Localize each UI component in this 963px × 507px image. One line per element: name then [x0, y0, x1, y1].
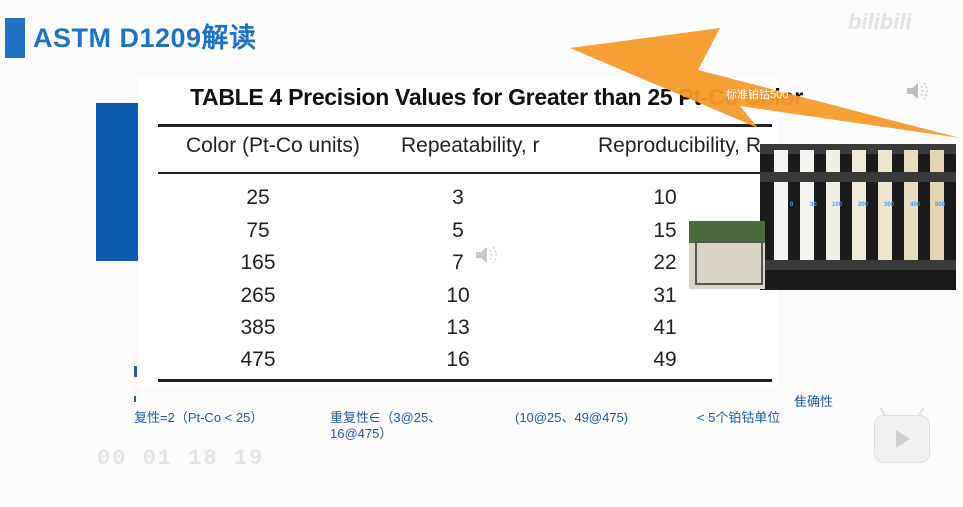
color-standard-tubes-photo: 0 30 100 200 300 400 500: [760, 144, 956, 290]
table-cell: 49: [653, 348, 677, 371]
note-reproducibility-range: (10@25、49@475): [515, 410, 629, 425]
title-accent-bar: [5, 18, 25, 58]
table-cell: 5: [452, 219, 464, 242]
tube-label: 500: [935, 202, 946, 208]
table-cell: 385: [240, 316, 276, 339]
tube-label: 30: [810, 202, 817, 208]
table-cell: 165: [240, 251, 276, 274]
table-rule-mid: [158, 172, 772, 174]
arrow-annotation-label: 标准铂钴500: [726, 89, 789, 101]
video-timestamp: 00 01 18 19: [97, 446, 265, 471]
note-repeatability-low: 复性=2（Pt-Co < 25）: [134, 410, 264, 425]
precision-table: TABLE 4 Precision Values for Greater tha…: [138, 78, 803, 386]
table-cell: 10: [653, 186, 677, 209]
bullet-mark: [134, 396, 136, 402]
note-accuracy: < 5个铂钴单位: [697, 410, 781, 425]
table-cell: 10: [446, 284, 470, 307]
tube-label: 300: [884, 202, 895, 208]
annotation-arrow: [570, 28, 960, 138]
header-repeatability: Repeatability, r: [401, 134, 540, 157]
note-repeatability-range: 重复性∈（3@25、16@475）: [330, 410, 442, 441]
slide-title: ASTM D1209解读: [33, 23, 257, 53]
play-button[interactable]: [874, 415, 930, 463]
speaker-icon[interactable]: [905, 80, 929, 107]
bullet-mark: [134, 366, 137, 377]
table-cell: 3: [452, 186, 464, 209]
note-accuracy-label: 隹确性: [794, 394, 834, 409]
table-cell: 22: [653, 251, 677, 274]
header-color: Color (Pt-Co units): [186, 134, 360, 157]
table-cell: 25: [246, 186, 270, 209]
table-rule-top: [158, 124, 772, 127]
table-cell: 7: [452, 251, 464, 274]
table-cell: 16: [446, 348, 470, 371]
table-cell: 265: [240, 284, 276, 307]
tube-rack-thumbnail: [689, 221, 765, 289]
table-cell: 75: [246, 219, 270, 242]
speaker-icon[interactable]: [474, 244, 498, 271]
tube-label: 100: [832, 202, 843, 208]
blue-decoration-shape: [96, 103, 140, 261]
table-cell: 15: [653, 219, 677, 242]
table-cell: 41: [653, 316, 677, 339]
table-cell: 13: [446, 316, 470, 339]
table-rule-bottom: [158, 379, 772, 382]
bilibili-watermark: bilibili: [848, 9, 912, 34]
tube-label: 200: [858, 202, 869, 208]
tube-label: 400: [910, 202, 921, 208]
header-reproducibility: Reproducibility, R: [598, 134, 762, 157]
table-cell: 31: [653, 284, 677, 307]
play-icon: [896, 430, 910, 448]
tube-label: 0: [790, 202, 794, 208]
table-cell: 475: [240, 348, 276, 371]
